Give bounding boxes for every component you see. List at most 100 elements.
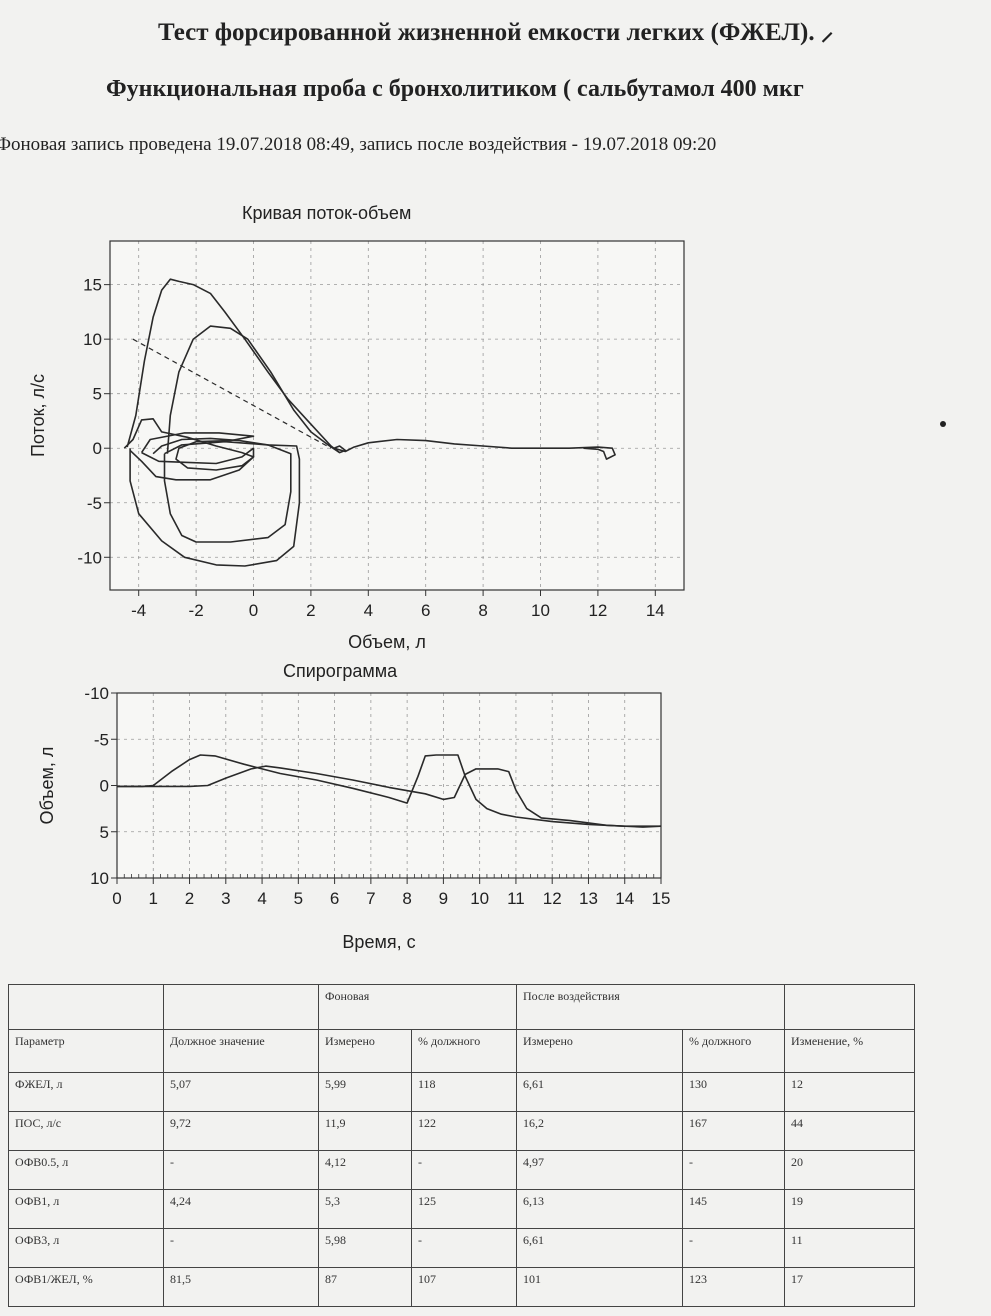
spiro-y-tick-label: -5 xyxy=(94,730,109,749)
page-subtitle: Функциональная проба с бронхолитиком ( с… xyxy=(106,76,804,102)
table-cell: - xyxy=(410,1150,518,1190)
table-cell: 81,5 xyxy=(163,1267,319,1307)
column-header: Измерено xyxy=(516,1029,684,1073)
spiro-series-line-2 xyxy=(117,765,661,828)
table-cell: 5,07 xyxy=(163,1072,319,1112)
table-cell: 20 xyxy=(784,1150,916,1190)
table-cell: - xyxy=(410,1228,518,1268)
fv-x-tick-label: 0 xyxy=(249,601,258,620)
column-header: Измерено xyxy=(318,1029,412,1073)
table-group-header-row: Фоновая После воздействия xyxy=(8,984,916,1030)
table-cell: ОФВ3, л xyxy=(8,1228,164,1268)
fv-series-line-4 xyxy=(163,440,292,543)
table-cell: 16,2 xyxy=(516,1111,684,1151)
fv-y-tick-label: -10 xyxy=(77,548,102,567)
table-cell: 167 xyxy=(682,1111,786,1151)
spiro-x-axis-label: Время, с xyxy=(342,932,415,952)
fv-x-tick-label: 6 xyxy=(421,601,430,620)
spiro-frame xyxy=(116,692,662,879)
table-cell: 145 xyxy=(682,1189,786,1229)
table-cell: 17 xyxy=(784,1267,916,1307)
group-header-background: Фоновая xyxy=(317,984,518,1030)
table-cell: 125 xyxy=(410,1189,518,1229)
table-cell: 101 xyxy=(516,1267,684,1307)
table-cell: 11,9 xyxy=(318,1111,412,1151)
spiro-x-tick-label: 11 xyxy=(507,889,525,908)
spirogram-chart-title: Спирограмма xyxy=(283,661,398,681)
spiro-x-tick-label: 5 xyxy=(294,889,303,908)
table-cell: - xyxy=(163,1150,319,1190)
table-cell: ФЖЕЛ, л xyxy=(8,1072,164,1112)
table-row: ОФВ1/ЖЕЛ, % 81,5 87 107 101 123 17 xyxy=(8,1267,916,1307)
table-cell: 118 xyxy=(410,1072,518,1112)
flow-volume-chart-title: Кривая поток-объем xyxy=(242,203,412,223)
table-row: ПОС, л/с 9,72 11,9 122 16,2 167 44 xyxy=(8,1111,916,1151)
spiro-x-tick-label: 12 xyxy=(543,889,562,908)
spiro-x-tick-label: 8 xyxy=(402,889,411,908)
spiro-x-tick-label: 10 xyxy=(470,889,489,908)
column-header: % должного xyxy=(682,1029,786,1073)
fv-y-tick-label: 10 xyxy=(83,330,102,349)
fv-y-axis-label: Поток, л/с xyxy=(28,374,48,457)
results-table: Фоновая После воздействия Параметр Должно… xyxy=(8,984,916,1307)
table-cell: 12 xyxy=(784,1072,916,1112)
table-cell: 5,99 xyxy=(318,1072,412,1112)
fv-series-line-7 xyxy=(132,338,332,449)
column-header: % должного xyxy=(410,1029,518,1073)
table-cell: 11 xyxy=(784,1228,916,1268)
spiro-x-tick-label: 2 xyxy=(185,889,194,908)
spiro-y-tick-label: 0 xyxy=(100,777,109,796)
spiro-y-axis-label: Объем, л xyxy=(37,747,57,825)
spiro-x-tick-label: 0 xyxy=(112,889,121,908)
table-cell: 4,97 xyxy=(516,1150,684,1190)
ink-dot xyxy=(940,421,946,427)
fv-series-line-2 xyxy=(129,437,301,567)
table-cell: 122 xyxy=(410,1111,518,1151)
table-cell: 19 xyxy=(784,1189,916,1229)
fv-x-tick-label: 4 xyxy=(364,601,373,620)
fv-y-tick-label: 0 xyxy=(93,439,102,458)
column-header: Должное значение xyxy=(163,1029,319,1073)
table-column-header-row: Параметр Должное значение Измерено% должно… xyxy=(8,1029,916,1073)
group-header-after: После воздействия xyxy=(516,984,786,1030)
fv-x-axis-label: Объем, л xyxy=(348,632,426,652)
spiro-y-tick-label: -10 xyxy=(84,684,109,703)
fv-x-tick-label: 12 xyxy=(588,601,607,620)
record-timestamp-note: Фоновая запись проведена 19.07.2018 08:4… xyxy=(0,134,717,155)
table-cell: 130 xyxy=(682,1072,786,1112)
spiro-x-tick-label: 14 xyxy=(615,889,634,908)
spiro-y-tick-label: 5 xyxy=(100,823,109,842)
table-cell: 5,3 xyxy=(318,1189,412,1229)
fv-x-tick-label: 8 xyxy=(478,601,487,620)
table-cell: 87 xyxy=(318,1267,412,1307)
spiro-x-tick-label: 6 xyxy=(330,889,339,908)
fv-x-tick-label: -4 xyxy=(131,601,146,620)
spiro-x-tick-label: 9 xyxy=(439,889,448,908)
spiro-x-tick-label: 15 xyxy=(652,889,671,908)
column-header: Изменение, % xyxy=(784,1029,916,1073)
fv-series-line-6 xyxy=(123,418,255,481)
spiro-x-tick-label: 13 xyxy=(579,889,598,908)
fv-frame xyxy=(109,240,685,591)
table-cell: ПОС, л/с xyxy=(8,1111,164,1151)
fv-y-tick-label: 15 xyxy=(83,276,102,295)
table-cell: - xyxy=(682,1228,786,1268)
table-cell: 6,61 xyxy=(516,1228,684,1268)
table-cell: 4,12 xyxy=(318,1150,412,1190)
spiro-x-tick-label: 7 xyxy=(366,889,375,908)
table-cell: - xyxy=(682,1150,786,1190)
table-cell: 6,13 xyxy=(516,1189,684,1229)
spiro-series-line-1 xyxy=(117,754,661,827)
table-cell: 44 xyxy=(784,1111,916,1151)
table-cell: 6,61 xyxy=(516,1072,684,1112)
fv-series-line-1 xyxy=(126,278,616,460)
table-row: ОФВ3, л -5,98-6,61-11 xyxy=(8,1228,916,1268)
table-row: ФЖЕЛ, л 5,07 5,99 118 6,61 130 12 xyxy=(8,1072,916,1112)
table-row: ОФВ0.5, л -4,12-4,97-20 xyxy=(8,1150,916,1190)
fv-y-tick-label: -5 xyxy=(87,494,102,513)
spiro-x-tick-label: 1 xyxy=(149,889,158,908)
fv-x-tick-label: 2 xyxy=(306,601,315,620)
table-cell: 107 xyxy=(410,1267,518,1307)
table-cell: ОФВ1/ЖЕЛ, % xyxy=(8,1267,164,1307)
